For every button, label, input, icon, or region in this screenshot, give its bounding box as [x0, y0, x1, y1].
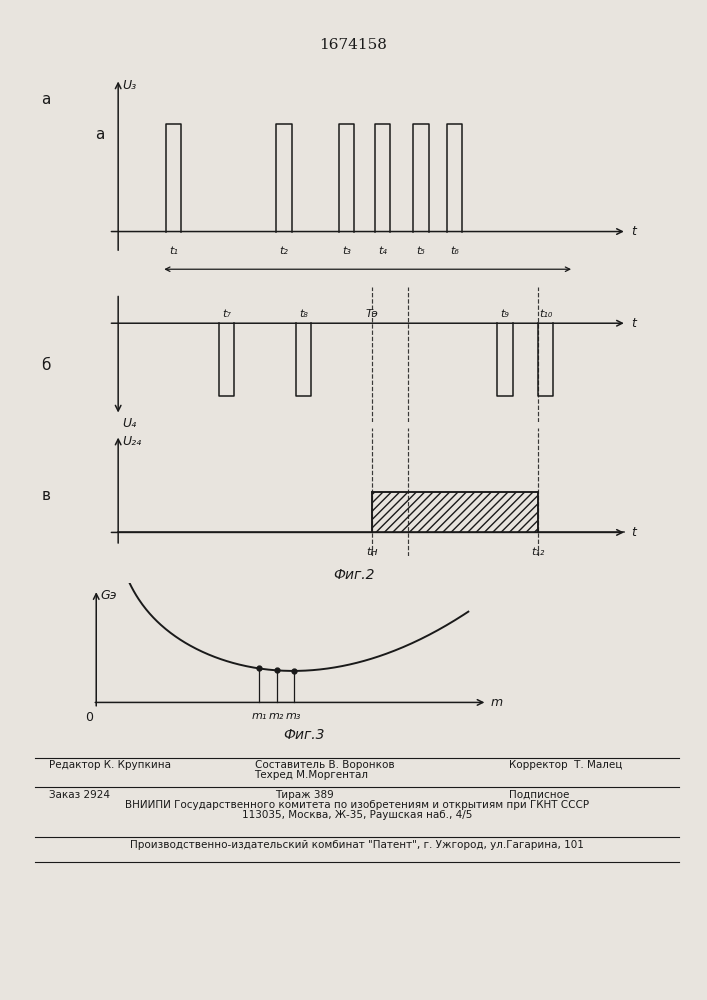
Text: б: б: [41, 358, 51, 372]
Bar: [373, 492, 538, 532]
Text: Редактор К. Крупкина: Редактор К. Крупкина: [49, 760, 172, 770]
Text: U₄: U₄: [122, 417, 136, 430]
Text: Техред М.Моргентал: Техред М.Моргентал: [255, 770, 368, 780]
Text: а: а: [95, 127, 105, 142]
Text: Заказ 2924: Заказ 2924: [49, 790, 110, 800]
Text: Составитель В. Воронков: Составитель В. Воронков: [255, 760, 394, 770]
Text: t₃: t₃: [342, 246, 351, 256]
Text: t₇: t₇: [222, 309, 231, 319]
Text: t₉: t₉: [501, 309, 509, 319]
Text: Корректор  Т. Малец: Корректор Т. Малец: [509, 760, 622, 770]
Text: ВНИИПИ Государственного комитета по изобретениям и открытиям при ГКНТ СССР: ВНИИПИ Государственного комитета по изоб…: [125, 800, 589, 810]
Text: 0: 0: [86, 711, 93, 724]
Text: m₂: m₂: [269, 711, 284, 721]
Text: U₃: U₃: [122, 79, 136, 92]
Text: t₄: t₄: [378, 246, 387, 256]
Text: t: t: [631, 526, 636, 539]
Text: 113035, Москва, Ж-35, Раушская наб., 4/5: 113035, Москва, Ж-35, Раушская наб., 4/5: [242, 810, 472, 820]
Text: 1674158: 1674158: [320, 38, 387, 52]
Text: в: в: [42, 488, 50, 502]
Text: Производственно-издательский комбинат "Патент", г. Ужгород, ул.Гагарина, 101: Производственно-издательский комбинат "П…: [130, 840, 584, 850]
Text: t₂: t₂: [280, 246, 288, 256]
Text: Подписное: Подписное: [509, 790, 569, 800]
Text: Tэ: Tэ: [366, 309, 379, 319]
Text: U₂₄: U₂₄: [122, 435, 141, 448]
Text: t₁₂: t₁₂: [531, 547, 544, 557]
Text: Тираж 389: Тираж 389: [274, 790, 334, 800]
Text: Фиг.2: Фиг.2: [333, 568, 374, 582]
Text: m₃: m₃: [286, 711, 301, 721]
Text: t: t: [631, 317, 636, 330]
Text: t₅: t₅: [416, 246, 426, 256]
Text: t: t: [631, 225, 636, 238]
Text: t₆: t₆: [450, 246, 459, 256]
Text: tн: tн: [367, 547, 378, 557]
Text: t₁₀: t₁₀: [539, 309, 552, 319]
Text: Фиг.3: Фиг.3: [284, 728, 325, 742]
Text: t₁: t₁: [170, 246, 178, 256]
Text: m₁: m₁: [252, 711, 267, 721]
Text: а: а: [41, 93, 51, 107]
Text: Gэ: Gэ: [101, 589, 117, 602]
Text: t₈: t₈: [299, 309, 308, 319]
Text: m: m: [491, 696, 503, 709]
